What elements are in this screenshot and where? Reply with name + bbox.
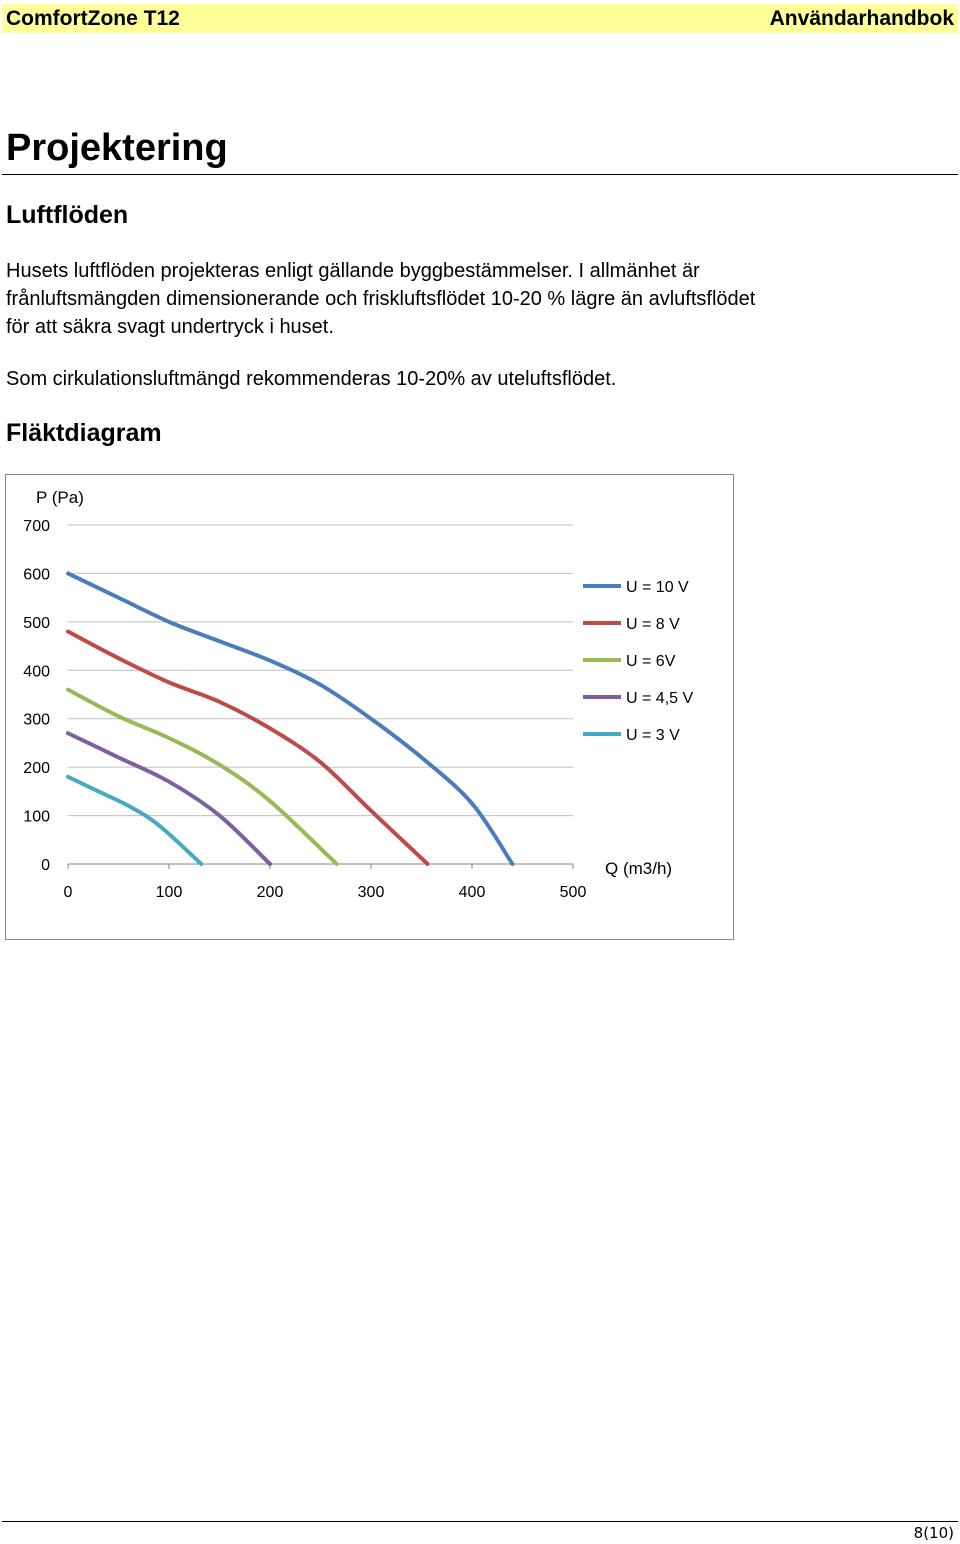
- legend-label-2: U = 8 V: [626, 616, 680, 633]
- x-tick-label: 0: [64, 884, 73, 901]
- series-line-3: [66, 687, 339, 866]
- series-line-5: [66, 774, 204, 866]
- legend: U = 10 V U = 8 V U = 6V U = 4,5 V U = 3 V: [583, 579, 693, 744]
- y-tick-label: 700: [23, 518, 50, 535]
- y-tick-label: 0: [41, 857, 50, 874]
- grid-lines: [67, 524, 574, 869]
- y-tick-label: 600: [23, 566, 50, 583]
- page-number: 8(10): [913, 1524, 954, 1542]
- x-tick-label: 400: [459, 884, 486, 901]
- header-bar: [2, 4, 958, 33]
- airflow-paragraph-line-2: frånluftsmängden dimensionerande och fri…: [6, 288, 756, 310]
- page-title: Projektering: [6, 127, 228, 169]
- legend-label-4: U = 4,5 V: [626, 690, 693, 707]
- y-tick-label: 300: [23, 712, 50, 729]
- series-line-4: [66, 731, 272, 866]
- series-line-1: [66, 571, 515, 866]
- tick-labels: 0 100 200 300 400 500 600 700 0 100 200 300 400 500: [23, 518, 586, 901]
- title-divider: [2, 174, 958, 175]
- circulation-paragraph: Som cirkulationsluftmängd rekommenderas …: [6, 368, 617, 390]
- fan-diagram-heading: Fläktdiagram: [6, 419, 162, 447]
- y-tick-label: 200: [23, 760, 50, 777]
- manual-name: Användarhandbok: [769, 7, 954, 30]
- airflow-paragraph-line-1: Husets luftflöden projekteras enligt gäl…: [6, 260, 700, 282]
- legend-label-5: U = 3 V: [626, 727, 680, 744]
- x-axis-label: Q (m3/h): [605, 859, 672, 878]
- fan-diagram-chart: P (Pa) Q (m3/h) 0 100 200 300 400 500 600 700 0 1…: [5, 474, 734, 940]
- legend-label-1: U = 10 V: [626, 579, 689, 596]
- airflow-heading: Luftflöden: [6, 201, 129, 229]
- y-tick-label: 500: [23, 615, 50, 632]
- y-axis-label: P (Pa): [36, 488, 84, 507]
- series-line-2: [66, 629, 430, 866]
- airflow-paragraph-line-3: för att säkra svagt undertryck i huset.: [6, 316, 334, 338]
- x-tick-label: 100: [156, 884, 183, 901]
- fan-diagram-svg: P (Pa) Q (m3/h) 0 100 200 300 400 500 600 700 0 1…: [23, 488, 693, 901]
- x-tick-label: 300: [358, 884, 385, 901]
- x-tick-label: 200: [257, 884, 284, 901]
- footer-divider: [2, 1521, 958, 1522]
- product-name: ComfortZone T12: [6, 7, 180, 30]
- y-tick-label: 100: [23, 809, 50, 826]
- legend-label-3: U = 6V: [626, 653, 676, 670]
- y-tick-label: 400: [23, 663, 50, 680]
- x-tick-label: 500: [560, 884, 587, 901]
- series-lines: [66, 571, 515, 866]
